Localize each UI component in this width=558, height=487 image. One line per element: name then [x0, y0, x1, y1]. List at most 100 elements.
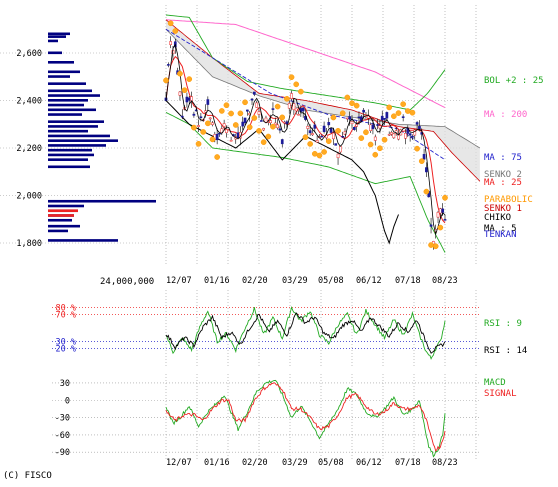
candle-body — [429, 224, 433, 227]
candle-body — [273, 122, 277, 125]
candle-body — [401, 116, 405, 118]
candle-body — [362, 109, 365, 113]
candle-body — [197, 125, 200, 127]
parabolic-dot — [223, 102, 230, 109]
parabolic-dot — [316, 152, 323, 159]
parabolic-dot — [163, 77, 169, 84]
parabolic-dot — [191, 124, 197, 131]
volume-profile-bar — [48, 61, 74, 64]
x-tick-label-bottom: 03/29 — [282, 458, 308, 468]
candle-body — [215, 133, 219, 141]
candle-body — [339, 145, 342, 153]
x-tick-label-bottom: 01/16 — [204, 458, 230, 468]
x-tick-label-bottom: 05/08 — [318, 458, 344, 468]
x-tick-label-top: 06/12 — [356, 276, 382, 286]
candle-body — [322, 125, 326, 132]
candle-body — [187, 97, 191, 101]
parabolic-dot — [409, 109, 416, 116]
candle-body — [443, 219, 447, 221]
parabolic-dot — [218, 108, 225, 114]
volume-profile-bar — [48, 32, 70, 36]
candle-body — [371, 124, 375, 130]
bollinger-lower — [165, 112, 446, 253]
candle-body — [255, 102, 259, 108]
rsi-panel — [165, 305, 446, 360]
parabolic-dot — [330, 114, 337, 121]
signal-line — [165, 382, 446, 452]
candle-body — [192, 113, 196, 116]
parabolic-dot — [242, 99, 248, 106]
candle-body — [169, 41, 173, 45]
candle-body — [378, 125, 382, 129]
parabolic-dot — [288, 74, 295, 81]
parabolic-dot — [358, 135, 365, 141]
ma200-line — [165, 19, 446, 109]
legend-ma25: MA : 25 — [484, 178, 522, 188]
parabolic-dot — [177, 70, 183, 77]
x-tick-label-top: 05/08 — [318, 276, 344, 286]
macd-tick-label: -60 — [55, 431, 70, 441]
ma5-line — [165, 43, 446, 236]
x-tick-label-top: 03/29 — [282, 276, 308, 286]
legend-macd: MACD — [484, 378, 506, 388]
parabolic-dot — [205, 120, 211, 127]
x-tick-label-top: 08/23 — [432, 276, 458, 286]
rsi-tick-label: 70 % — [56, 310, 76, 320]
parabolic-dot — [381, 136, 388, 143]
volume-profile-bar — [48, 148, 92, 152]
candle-body — [313, 124, 317, 129]
candle-body — [392, 133, 396, 139]
candle-body — [420, 132, 424, 135]
price-tick-label: 1,800 — [16, 239, 42, 249]
parabolic-dot — [284, 95, 290, 102]
candle-body — [225, 129, 228, 134]
parabolic-dot — [298, 88, 304, 95]
legend-senko2: SENKO 2 — [484, 170, 522, 180]
volume-profile-bar — [48, 218, 72, 222]
parabolic-dot — [353, 102, 360, 109]
volume-profile-bar — [48, 134, 110, 138]
candle-body — [329, 128, 333, 133]
legend-chiko: CHIKO — [484, 213, 511, 223]
macd-line — [165, 379, 446, 458]
macd-panel — [165, 379, 446, 458]
parabolic-dot — [265, 133, 272, 140]
candle-body — [332, 132, 335, 140]
candle-body — [297, 113, 300, 116]
candle-body — [206, 99, 210, 105]
volume-profile-bar — [48, 144, 106, 147]
volume-profile-bar — [48, 199, 156, 203]
candle-body — [278, 128, 282, 131]
candle-body — [357, 116, 361, 119]
parabolic-dot — [325, 138, 332, 145]
grid-lines — [0, 5, 480, 460]
parabolic-dot — [172, 28, 179, 34]
x-tick-label-bottom: 02/20 — [242, 458, 268, 468]
parabolic-dot — [428, 242, 434, 248]
parabolic-dot — [228, 110, 234, 117]
macd-tick-label: -90 — [55, 448, 70, 458]
volume-profile-bar — [48, 89, 92, 93]
price-tick-label: 2,600 — [16, 49, 42, 59]
candle-body — [218, 132, 221, 135]
candle-body — [246, 109, 249, 112]
candle-body — [199, 116, 203, 118]
parabolic-dot — [400, 101, 406, 107]
candle-body — [418, 126, 421, 130]
candle-body — [308, 130, 312, 134]
candle-body — [283, 121, 286, 124]
candle-body — [243, 117, 247, 124]
parabolic-dot — [377, 145, 383, 152]
volume-profile-bar — [48, 224, 80, 228]
parabolic-dot — [209, 136, 216, 143]
candle-body — [380, 115, 384, 121]
candle-body — [350, 121, 354, 125]
candle-body — [290, 93, 293, 99]
volume-profile-bar — [48, 113, 82, 116]
parabolic-dot — [386, 104, 393, 111]
candle-body — [348, 116, 352, 120]
candle-body — [229, 139, 233, 142]
x-tick-label-top: 01/16 — [204, 276, 230, 286]
parabolic-dot — [251, 115, 258, 121]
candle-body — [178, 91, 182, 96]
